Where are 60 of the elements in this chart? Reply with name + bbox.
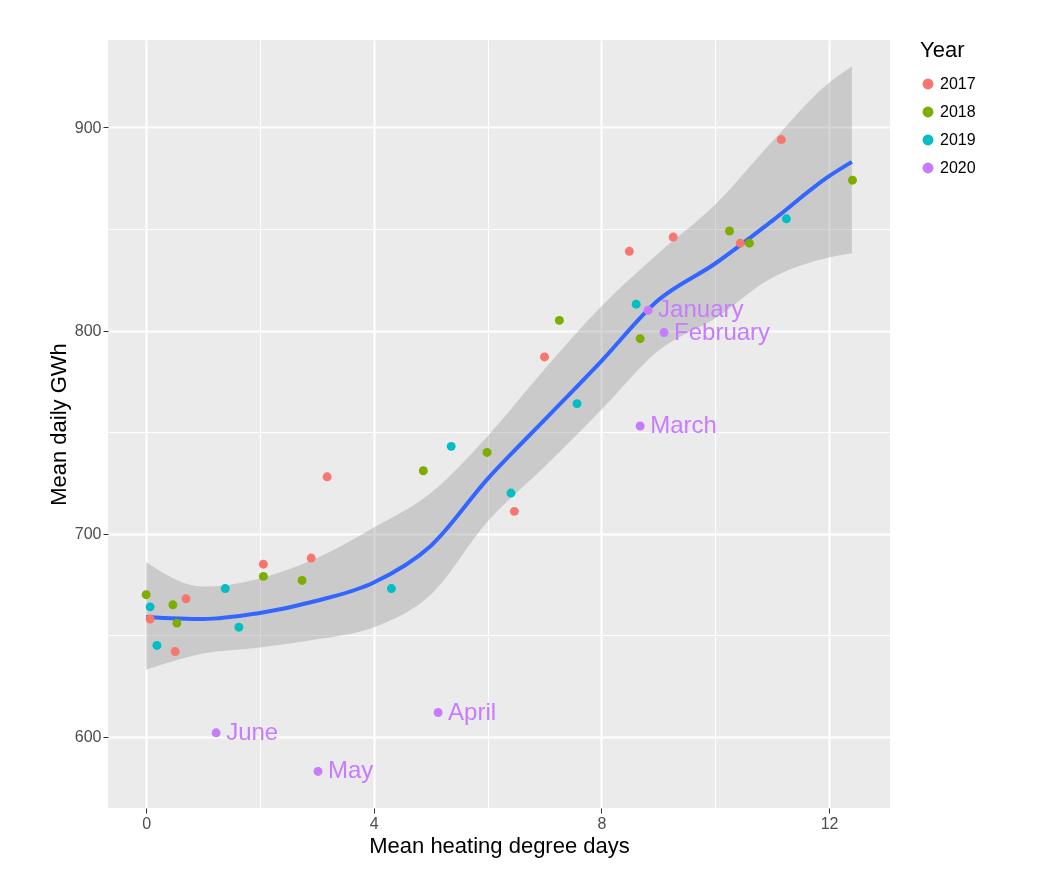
- point: [624, 246, 634, 256]
- y-tick-label: 900: [74, 118, 102, 136]
- point: [418, 466, 428, 476]
- x-tick-label: 4: [369, 814, 379, 832]
- line-series: [144, 159, 854, 622]
- point: [313, 766, 323, 776]
- legend-label: 2017: [940, 75, 976, 92]
- point: [172, 618, 182, 628]
- point: [643, 305, 653, 315]
- x-tick-label: 0: [142, 814, 152, 832]
- point: [631, 299, 641, 309]
- annotation: May: [328, 756, 374, 784]
- point: [297, 575, 307, 585]
- point: [735, 238, 745, 248]
- y-tick-label: 700: [74, 525, 102, 543]
- point: [306, 553, 316, 563]
- y-axis-title: Mean daily GWh: [45, 343, 71, 506]
- point: [152, 641, 162, 650]
- point: [635, 421, 645, 431]
- point: [220, 584, 230, 594]
- point: [211, 728, 221, 738]
- x-axis-title: Mean heating degree days: [369, 832, 630, 858]
- point: [744, 238, 754, 248]
- point: [141, 590, 151, 600]
- point: [258, 559, 268, 569]
- point: [234, 622, 244, 632]
- point: [482, 447, 492, 457]
- point: [776, 135, 786, 145]
- point: [170, 647, 180, 657]
- legend-title: Year: [920, 37, 965, 62]
- point: [145, 602, 155, 612]
- point: [258, 571, 268, 581]
- annotation: June: [226, 717, 279, 745]
- point: [433, 708, 443, 717]
- legend-label: 2020: [940, 159, 976, 176]
- point: [145, 614, 155, 624]
- point: [572, 399, 582, 409]
- x-tick-label: 8: [597, 814, 607, 832]
- y-tick-label: 600: [74, 728, 102, 746]
- point: [668, 232, 678, 242]
- point: [386, 584, 396, 594]
- point: [540, 352, 549, 362]
- point: [509, 506, 519, 516]
- legend-label: 2019: [940, 131, 976, 148]
- annotation: March: [650, 411, 717, 439]
- point: [659, 328, 669, 338]
- y-tick-label: 800: [74, 322, 102, 340]
- point: [635, 334, 645, 344]
- point: [725, 226, 734, 236]
- point: [781, 214, 791, 224]
- point: [847, 175, 857, 185]
- legend-label: 2018: [940, 103, 976, 120]
- point: [168, 600, 178, 610]
- point: [506, 488, 516, 498]
- annotation: April: [448, 697, 497, 725]
- point: [181, 594, 191, 604]
- x-tick-label: 12: [820, 814, 839, 832]
- point: [446, 441, 456, 451]
- point: [322, 472, 332, 482]
- point: [554, 315, 564, 325]
